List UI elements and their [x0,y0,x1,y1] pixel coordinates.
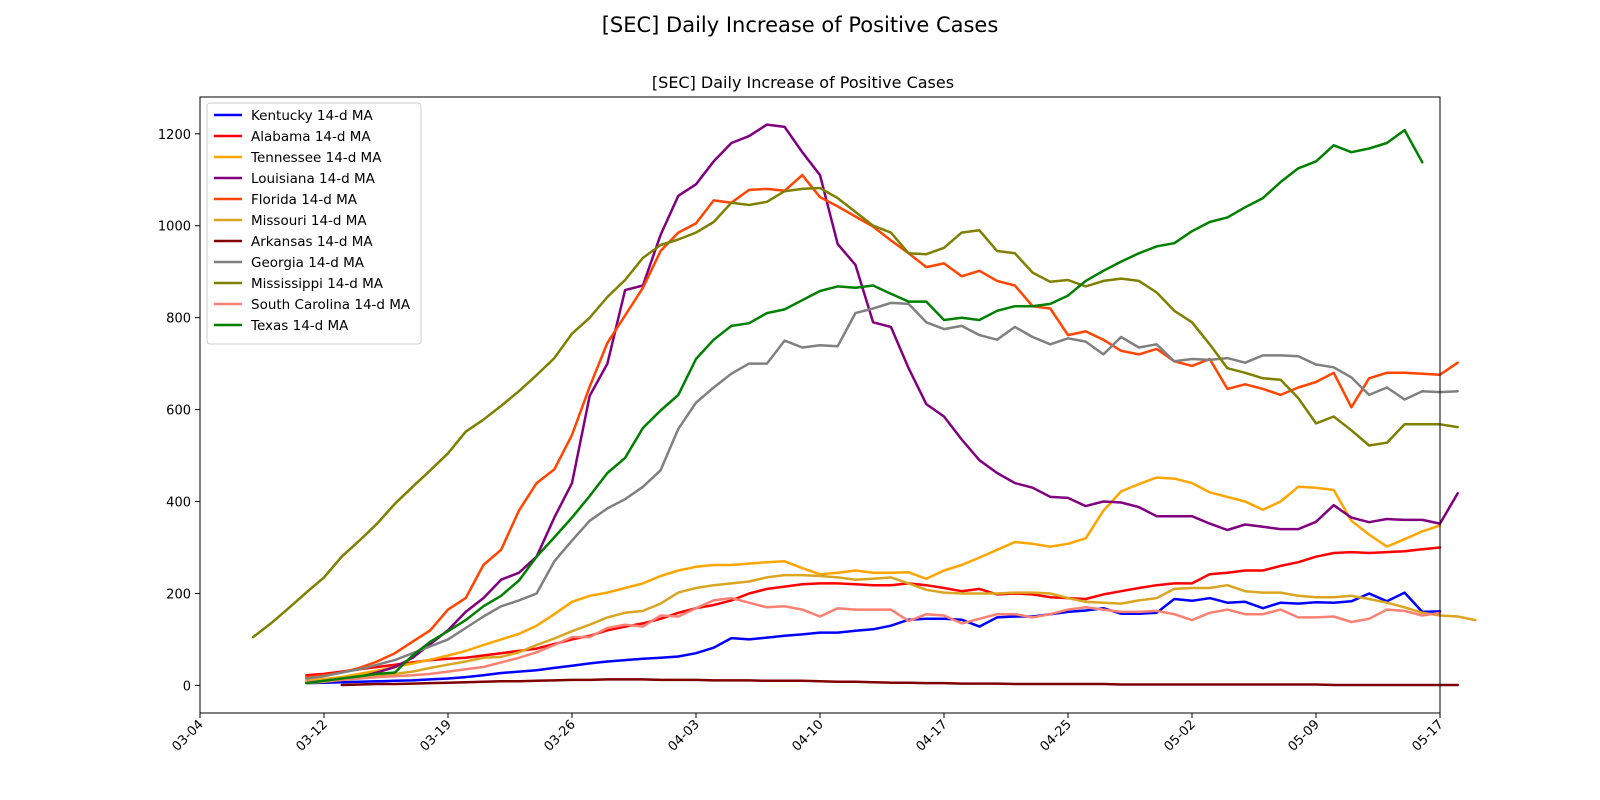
series-line-kentucky [305,591,1442,685]
x-axis: 03-04 03-12 03-19 03-26 04-03 04-10 04-17 04-25… [170,713,1447,755]
plot-area [251,123,1477,687]
x-tick-label: 04-10 [790,717,827,754]
y-tick-label: 1000 [158,220,191,235]
y-tick-label: 800 [166,312,191,327]
series-line-arkansas [340,678,1459,687]
legend-label: Texas 14-d MA [250,318,349,334]
y-tick-label: 600 [166,404,191,419]
x-tick-label: 04-17 [914,717,951,754]
series-line-missouri [305,573,1477,685]
series-line-louisiana [322,123,1459,683]
legend-label: Missouri 14-d MA [251,213,367,229]
x-tick-label: 05-09 [1286,717,1323,754]
y-axis: 0 200 400 600 800 1000 1200 [158,128,200,694]
legend: Kentucky 14-d MA Alabama 14-d MA Tennessee… [206,102,422,345]
legend-label: South Carolina 14-d MA [251,297,411,313]
legend-box [206,102,422,345]
series-line-alabama [305,546,1442,677]
y-tick-label: 400 [166,496,191,511]
legend-label: Georgia 14-d MA [251,255,365,271]
legend-label: Arkansas 14-d MA [251,234,373,250]
legend-label: Alabama 14-d MA [251,129,371,145]
x-tick-label: 03-19 [418,717,455,754]
series-line-florida [305,173,1459,679]
legend-label: Tennessee 14-d MA [250,150,382,166]
legend-label: Louisiana 14-d MA [251,171,376,187]
series-line-tennessee [305,476,1442,683]
x-tick-label: 04-03 [666,717,703,754]
y-tick-label: 1200 [158,128,191,143]
x-tick-label: 03-12 [294,717,331,754]
y-tick-label: 0 [183,679,191,694]
x-tick-label: 04-25 [1038,717,1075,754]
series-line-south [305,596,1442,683]
legend-label: Kentucky 14-d MA [251,108,373,124]
series-line-texas [305,128,1424,685]
series-line-georgia [305,301,1459,680]
figure-suptitle: [SEC] Daily Increase of Positive Cases [602,13,999,37]
legend-label: Florida 14-d MA [251,192,358,208]
x-tick-label: 03-04 [170,717,207,754]
x-tick-label: 03-26 [542,717,579,754]
series-line-mississippi [251,186,1459,639]
x-tick-label: 05-17 [1410,717,1447,754]
y-tick-label: 200 [166,587,191,602]
legend-label: Mississippi 14-d MA [251,276,384,292]
x-tick-label: 05-02 [1162,717,1199,754]
chart-title: [SEC] Daily Increase of Positive Cases [652,73,954,92]
